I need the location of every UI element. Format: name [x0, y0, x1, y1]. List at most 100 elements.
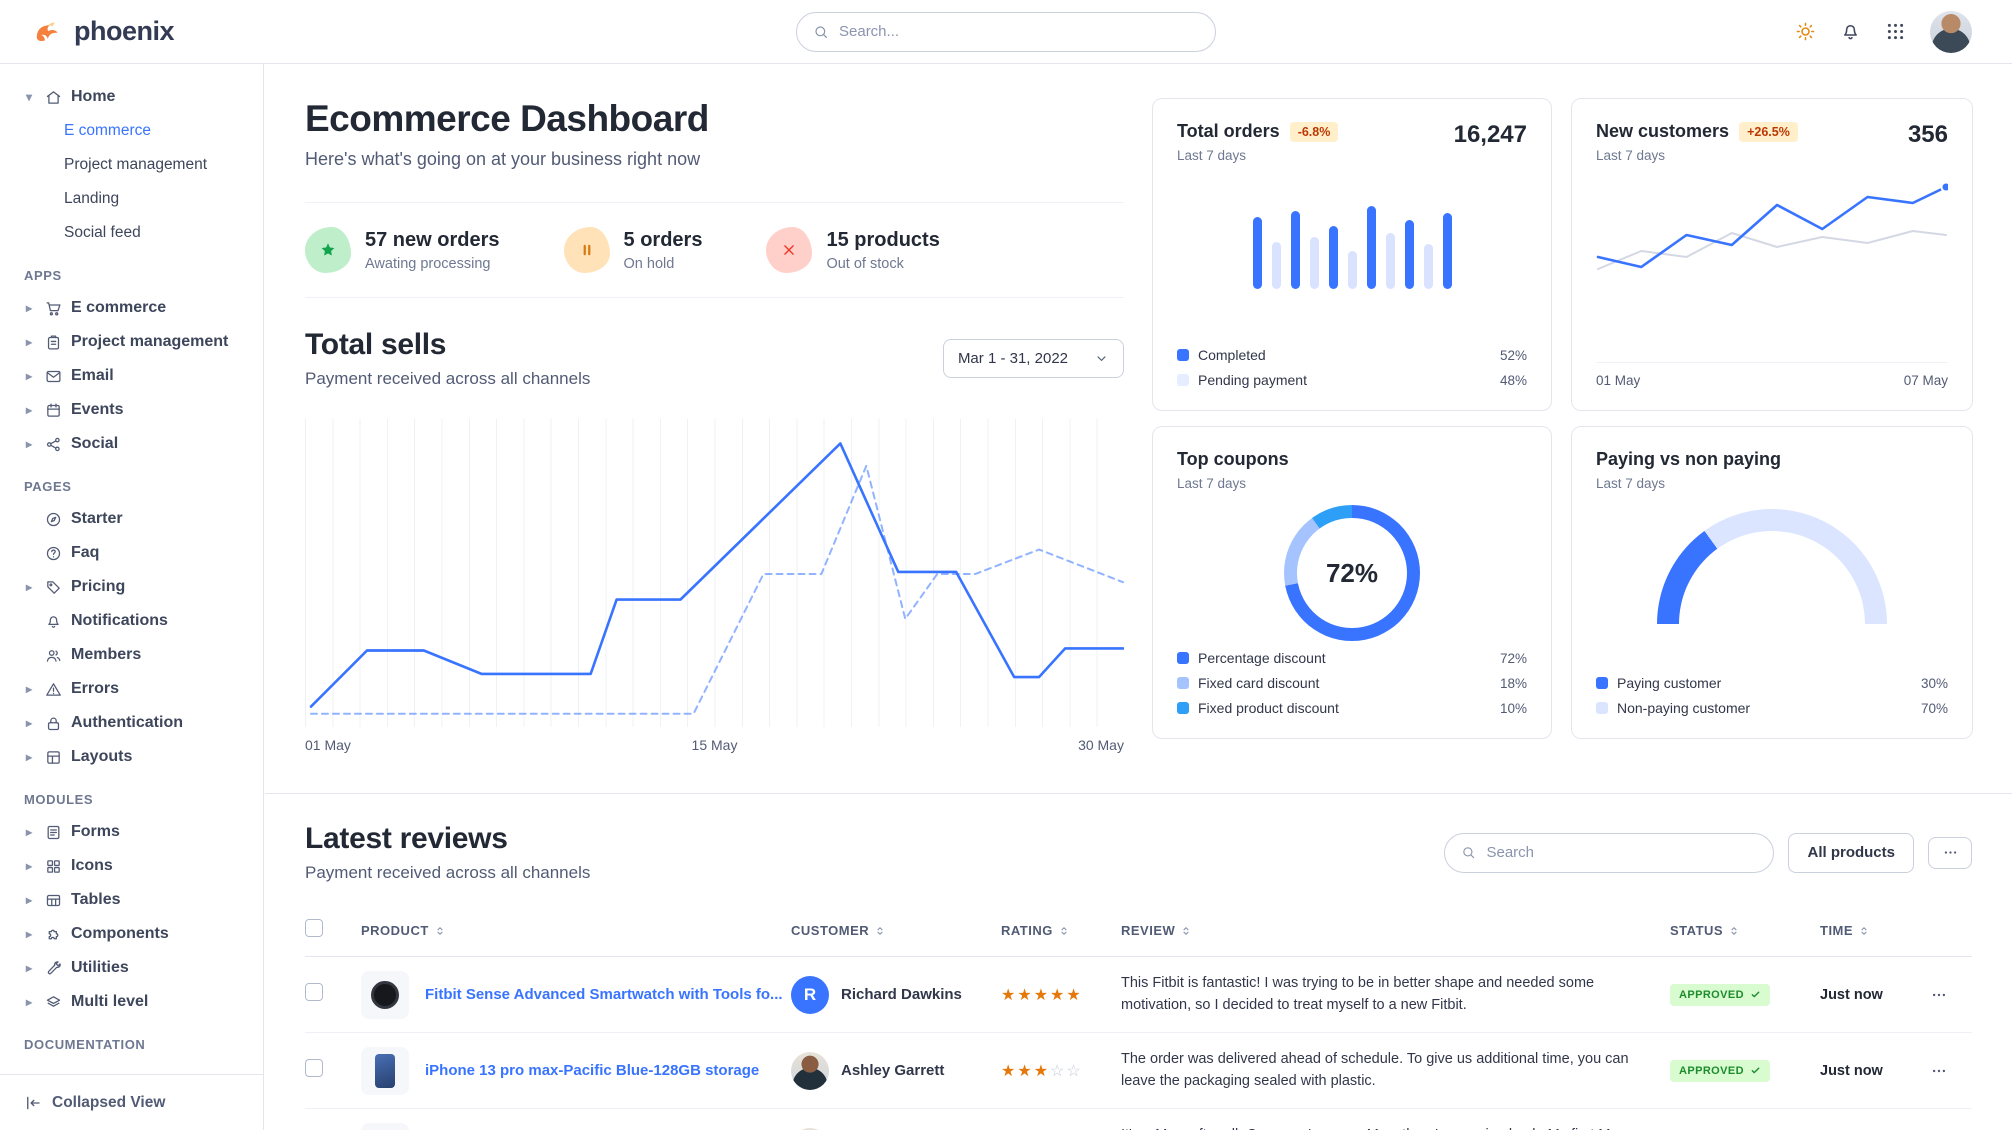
legend-fixed-card-discount: Fixed card discount 18%	[1177, 675, 1527, 691]
sidebar-item-ecommerce-app[interactable]: ▸ E commerce	[22, 291, 243, 325]
rating-stars: ★★★★★	[1001, 986, 1083, 1004]
ellipsis-icon	[1930, 1062, 1948, 1080]
sidebar-item-home[interactable]: ▾ Home	[22, 80, 243, 114]
sidebar-item-project-management[interactable]: Project management	[64, 156, 208, 173]
caret-right-icon: ▸	[25, 580, 33, 594]
sidebar-item-errors[interactable]: ▸ Errors	[22, 672, 243, 706]
user-avatar[interactable]	[1930, 10, 1972, 53]
compass-icon	[45, 511, 62, 528]
reviews-table: PRODUCT CUSTOMER RATING REVIEW STATUS TI…	[305, 905, 1972, 1130]
card-title: New customers	[1596, 121, 1730, 141]
sidebar-item-components[interactable]: ▸ Components	[22, 917, 243, 951]
customer-name: Ashley Garrett	[841, 1062, 945, 1079]
layout-icon	[45, 749, 62, 766]
product-link[interactable]: Fitbit Sense Advanced Smartwatch with To…	[425, 986, 783, 1003]
x-label: 01 May	[305, 737, 351, 753]
notifications-button[interactable]	[1840, 21, 1861, 42]
card-period: Last 7 days	[1177, 476, 1247, 491]
review-text: It's a Mac, after all. Once you've gone …	[1121, 1125, 1670, 1130]
product-link[interactable]: iPhone 13 pro max-Pacific Blue-128GB sto…	[425, 1062, 760, 1079]
apps-menu-button[interactable]	[1885, 21, 1906, 42]
review-time: Just now	[1820, 986, 1883, 1003]
sort-icon	[1858, 925, 1870, 937]
mail-icon	[45, 368, 62, 385]
ellipsis-icon	[1930, 986, 1948, 1004]
row-actions-button[interactable]	[1930, 986, 1972, 1004]
sidebar-item-starter[interactable]: Starter	[22, 502, 243, 536]
theme-toggle-button[interactable]	[1795, 21, 1816, 42]
sort-icon	[874, 925, 886, 937]
sidebar-label: Members	[71, 646, 142, 663]
review-row: iPhone 13 pro max-Pacific Blue-128GB sto…	[305, 1033, 1972, 1109]
bell-icon	[45, 613, 62, 630]
collapsed-view-label: Collapsed View	[52, 1093, 166, 1111]
stat-caption: Out of stock	[826, 255, 904, 272]
sidebar-item-ecommerce[interactable]: E commerce	[64, 122, 151, 139]
sort-icon	[434, 925, 446, 937]
column-header-review[interactable]: REVIEW	[1121, 923, 1670, 938]
legend-swatch	[1177, 374, 1189, 386]
reviews-search[interactable]	[1444, 832, 1775, 873]
page-subtitle: Here's what's going on at your business …	[305, 149, 701, 169]
collapse-icon	[24, 1094, 42, 1112]
check-icon	[1750, 1065, 1761, 1076]
sidebar-item-icons[interactable]: ▸ Icons	[22, 849, 243, 883]
global-search[interactable]	[796, 11, 1216, 52]
sidebar-item-faq[interactable]: Faq	[22, 536, 243, 570]
sidebar-item-members[interactable]: Members	[22, 638, 243, 672]
legend-completed: Completed 52%	[1177, 347, 1527, 363]
column-header-time[interactable]: TIME	[1820, 923, 1930, 938]
sidebar-item-social-feed[interactable]: Social feed	[64, 224, 141, 241]
caret-right-icon: ▸	[25, 995, 33, 1009]
sidebar-item-multi-level[interactable]: ▸ Multi level	[22, 985, 243, 1019]
sidebar-label: Starter	[71, 510, 123, 527]
x-label: 30 May	[1078, 737, 1124, 753]
trend-badge: -6.8%	[1289, 121, 1339, 142]
column-header-customer[interactable]: CUSTOMER	[791, 923, 1001, 938]
column-header-product[interactable]: PRODUCT	[361, 923, 791, 938]
stat-orders-on-hold: 5 orders On hold	[563, 227, 702, 273]
sidebar-item-tables[interactable]: ▸ Tables	[22, 883, 243, 917]
reviews-search-input[interactable]	[1486, 844, 1758, 861]
legend-percentage-discount: Percentage discount 72%	[1177, 650, 1527, 666]
reviews-more-button[interactable]	[1928, 836, 1972, 869]
collapsed-view-toggle[interactable]: Collapsed View	[0, 1074, 263, 1130]
card-title: Total orders	[1177, 121, 1280, 141]
all-products-filter-button[interactable]: All products	[1788, 832, 1914, 873]
review-row: It's a Mac, after all. Once you've gone …	[305, 1109, 1972, 1130]
global-search-input[interactable]	[839, 23, 1199, 40]
paying-gauge-chart	[1657, 509, 1887, 625]
calendar-icon	[45, 402, 62, 419]
column-header-rating[interactable]: RATING	[1001, 923, 1121, 938]
date-range-select[interactable]: Mar 1 - 31, 2022	[942, 339, 1124, 378]
column-header-status[interactable]: STATUS	[1670, 923, 1820, 938]
sidebar-item-landing[interactable]: Landing	[64, 190, 120, 207]
sidebar-item-layouts[interactable]: ▸ Layouts	[22, 740, 243, 774]
row-checkbox[interactable]	[305, 983, 323, 1001]
select-all-checkbox[interactable]	[305, 919, 323, 937]
rating-stars: ★★★☆☆	[1001, 1062, 1083, 1080]
sidebar-item-forms[interactable]: ▸ Forms	[22, 815, 243, 849]
clipboard-icon	[45, 334, 62, 351]
x-label: 01 May	[1596, 373, 1641, 388]
total-sells-x-axis: 01 May 15 May 30 May	[305, 737, 1124, 765]
table-icon	[45, 892, 62, 909]
sidebar-item-project-management-app[interactable]: ▸ Project management	[22, 325, 243, 359]
row-actions-button[interactable]	[1930, 1062, 1972, 1080]
sidebar-item-authentication[interactable]: ▸ Authentication	[22, 706, 243, 740]
status-badge: APPROVED	[1670, 983, 1770, 1006]
sidebar-item-utilities[interactable]: ▸ Utilities	[22, 951, 243, 985]
row-checkbox[interactable]	[305, 1059, 323, 1077]
sidebar-item-social[interactable]: ▸ Social	[22, 427, 243, 461]
sidebar-item-email[interactable]: ▸ Email	[22, 359, 243, 393]
product-image	[361, 1122, 409, 1130]
sort-icon	[1180, 925, 1192, 937]
sidebar-item-events[interactable]: ▸ Events	[22, 393, 243, 427]
top-coupons-donut-chart: 72%	[1284, 505, 1420, 641]
sidebar-item-pricing[interactable]: ▸ Pricing	[22, 570, 243, 604]
check-icon	[1750, 989, 1761, 1000]
sidebar-item-notifications[interactable]: Notifications	[22, 604, 243, 638]
brand[interactable]: phoenix	[30, 15, 175, 49]
review-time: Just now	[1820, 1062, 1883, 1079]
sidebar-label: Icons	[71, 857, 113, 874]
